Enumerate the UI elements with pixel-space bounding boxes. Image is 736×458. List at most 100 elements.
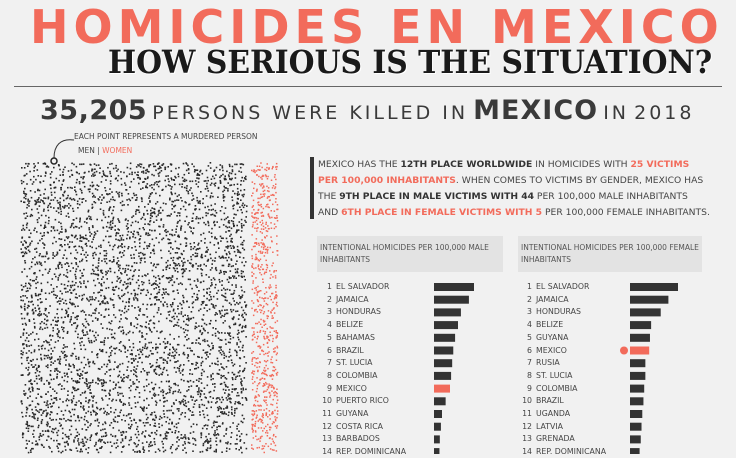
country-label: MEXICO xyxy=(336,382,367,395)
country-label: LATVIA xyxy=(536,420,563,433)
bar-colombia[interactable] xyxy=(434,372,451,380)
rank-number: 3 xyxy=(318,305,332,318)
country-label: RUSIA xyxy=(536,356,560,369)
bar-mexico[interactable] xyxy=(630,347,649,355)
male-bar-chart xyxy=(432,280,512,454)
country-label: GUYANA xyxy=(536,331,568,344)
headline-in: IN xyxy=(603,102,629,124)
headline-number: 35,205 xyxy=(40,95,147,126)
bar-st-lucia[interactable] xyxy=(630,372,645,380)
female-chart-title: INTENTIONAL HOMICIDES PER 100,000 FEMALE… xyxy=(518,236,702,272)
bar-guyana[interactable] xyxy=(630,334,650,342)
country-label: GUYANA xyxy=(336,407,368,420)
bar-belize[interactable] xyxy=(630,321,651,329)
rank-number: 8 xyxy=(318,369,332,382)
country-label: BELIZE xyxy=(536,318,563,331)
country-label: JAMAICA xyxy=(536,293,569,306)
rank-number: 3 xyxy=(518,305,532,318)
rank-number: 6 xyxy=(318,344,332,357)
bar-colombia[interactable] xyxy=(630,385,644,393)
country-label: EL SALVADOR xyxy=(336,280,389,293)
rank-number: 5 xyxy=(318,331,332,344)
bar-rep-dominicana[interactable] xyxy=(434,448,439,454)
bar-brazil[interactable] xyxy=(434,347,453,355)
desc-part: 9TH PLACE IN MALE VICTIMS WITH 44 xyxy=(339,191,534,202)
country-label: GRENADA xyxy=(536,432,575,445)
bar-grenada[interactable] xyxy=(630,435,641,443)
desc-part: IN HOMICIDES WITH xyxy=(532,159,630,170)
bar-el-salvador[interactable] xyxy=(630,283,678,291)
rank-number: 9 xyxy=(318,382,332,395)
country-label: BELIZE xyxy=(336,318,363,331)
bar-puerto-rico[interactable] xyxy=(434,397,446,405)
headline-text: PERSONS WERE KILLED IN xyxy=(152,102,468,124)
country-label: MEXICO xyxy=(536,344,567,357)
bar-brazil[interactable] xyxy=(630,397,643,405)
country-label: UGANDA xyxy=(536,407,570,420)
rank-number: 1 xyxy=(318,280,332,293)
rank-number: 2 xyxy=(318,293,332,306)
legend-women[interactable]: WOMEN xyxy=(102,146,132,155)
bar-st-lucia[interactable] xyxy=(434,359,452,367)
legend-sep: | xyxy=(97,146,100,155)
rank-number: 11 xyxy=(318,407,332,420)
rank-number: 2 xyxy=(518,293,532,306)
rank-number: 5 xyxy=(518,331,532,344)
dot-field xyxy=(18,160,280,454)
bar-honduras[interactable] xyxy=(630,308,661,316)
female-bar-chart xyxy=(618,280,708,454)
bar-jamaica[interactable] xyxy=(630,296,668,304)
bar-bahamas[interactable] xyxy=(434,334,455,342)
legend-men[interactable]: MEN xyxy=(78,146,95,155)
country-label: COLOMBIA xyxy=(336,369,378,382)
gender-legend: MEN | WOMEN xyxy=(78,146,132,155)
rank-number: 4 xyxy=(318,318,332,331)
rank-number: 14 xyxy=(318,445,332,458)
rank-number: 10 xyxy=(518,394,532,407)
bar-jamaica[interactable] xyxy=(434,296,469,304)
country-label: REP. DOMINICANA xyxy=(336,445,406,458)
country-label: BRAZIL xyxy=(536,394,564,407)
desc-part: 12TH PLACE WORLDWIDE xyxy=(401,159,533,170)
country-label: REP. DOMINICANA xyxy=(536,445,606,458)
rank-number: 4 xyxy=(518,318,532,331)
description: MEXICO HAS THE 12TH PLACE WORLDWIDE IN H… xyxy=(318,157,710,221)
bar-belize[interactable] xyxy=(434,321,458,329)
country-label: BAHAMAS xyxy=(336,331,375,344)
country-label: COLOMBIA xyxy=(536,382,578,395)
rank-number: 10 xyxy=(318,394,332,407)
rank-number: 8 xyxy=(518,369,532,382)
bar-rep-dominicana[interactable] xyxy=(630,448,640,454)
desc-part: PER 100,000 FEMALE INHABITANTS. xyxy=(542,207,710,218)
rank-number: 7 xyxy=(318,356,332,369)
bar-rusia[interactable] xyxy=(630,359,645,367)
bar-el-salvador[interactable] xyxy=(434,283,474,291)
rank-number: 14 xyxy=(518,445,532,458)
desc-part: MEXICO HAS THE xyxy=(318,159,401,170)
rank-number: 1 xyxy=(518,280,532,293)
country-label: EL SALVADOR xyxy=(536,280,589,293)
country-label: BARBADOS xyxy=(336,432,380,445)
rank-number: 13 xyxy=(318,432,332,445)
country-label: BRAZIL xyxy=(336,344,364,357)
rank-number: 7 xyxy=(518,356,532,369)
country-label: ST. LUCIA xyxy=(336,356,372,369)
desc-part: 6TH PLACE IN FEMALE VICTIMS WITH 5 xyxy=(341,207,542,218)
rank-number: 11 xyxy=(518,407,532,420)
bar-barbados[interactable] xyxy=(434,435,440,443)
rank-number: 9 xyxy=(518,382,532,395)
subtitle: HOW SERIOUS IS THE SITUATION? xyxy=(108,42,712,82)
rank-number: 12 xyxy=(318,420,332,433)
country-label: HONDURAS xyxy=(536,305,581,318)
bar-uganda[interactable] xyxy=(630,410,642,418)
male-chart-title: INTENTIONAL HOMICIDES PER 100,000 MALE I… xyxy=(317,236,503,272)
bar-latvia[interactable] xyxy=(630,423,642,431)
highlight-marker xyxy=(620,347,628,355)
bar-honduras[interactable] xyxy=(434,308,461,316)
divider xyxy=(14,86,722,87)
bar-guyana[interactable] xyxy=(434,410,442,418)
bar-mexico[interactable] xyxy=(434,385,450,393)
headline-country: MEXICO xyxy=(473,95,598,126)
bar-costa-rica[interactable] xyxy=(434,423,441,431)
country-label: HONDURAS xyxy=(336,305,381,318)
